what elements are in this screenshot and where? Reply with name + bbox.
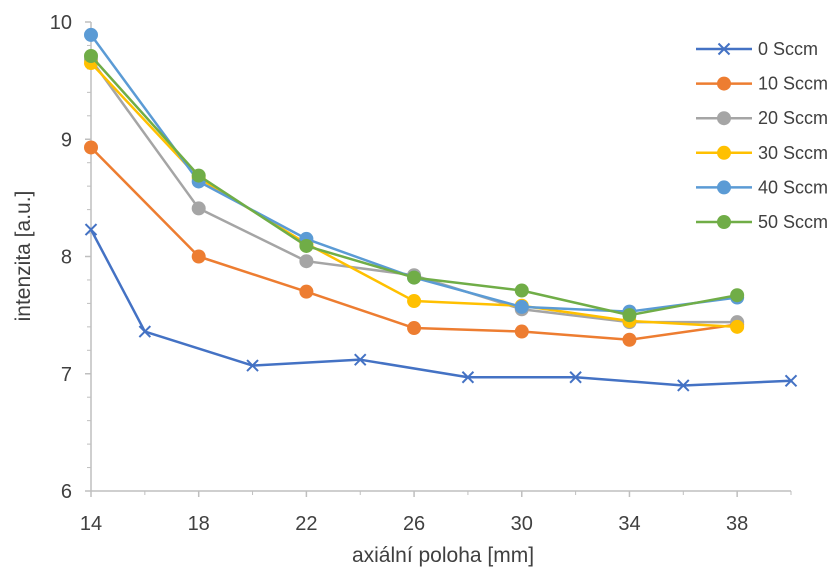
data-point: [84, 49, 98, 64]
data-point: [461, 371, 475, 384]
y-tick-label: 7: [61, 364, 72, 386]
legend-label: 20 Sccm: [758, 108, 828, 128]
legend-entry: 40 Sccm: [696, 177, 828, 197]
legend-label: 10 Sccm: [758, 74, 828, 94]
series-5: [84, 49, 745, 323]
legend-entry: 50 Sccm: [696, 212, 828, 232]
legend-marker: [717, 76, 731, 91]
legend-marker: [717, 111, 731, 126]
legend-marker: [717, 145, 731, 160]
data-point: [569, 371, 582, 384]
y-tick-label: 8: [61, 247, 72, 269]
legend-label: 0 Sccm: [758, 39, 818, 59]
legend-entry: 10 Sccm: [696, 74, 828, 94]
data-point: [622, 332, 637, 347]
data-point: [191, 168, 206, 183]
data-point: [299, 238, 314, 253]
data-point: [138, 325, 152, 338]
data-point: [299, 284, 314, 299]
legend-label: 30 Sccm: [758, 143, 828, 163]
y-tick-label: 9: [61, 129, 72, 151]
series-2: [84, 52, 745, 330]
data-point: [84, 140, 98, 155]
x-axis-title: axiální poloha [mm]: [352, 544, 534, 567]
data-point: [84, 223, 98, 236]
data-point: [407, 270, 422, 285]
data-point: [407, 321, 422, 336]
x-tick-label: 18: [188, 513, 210, 535]
legend-entry: 20 Sccm: [696, 108, 828, 128]
data-point: [246, 359, 259, 372]
data-point: [84, 27, 98, 42]
data-point: [730, 288, 745, 303]
series-3: [84, 56, 745, 334]
series-layer: [84, 27, 798, 392]
axis-ticks: 6 7 8 9 10 14 18 22 26 30 34 38: [50, 12, 792, 535]
legend-marker: [717, 42, 731, 56]
legend: 0 Sccm 10 Sccm 20 Sccm 30 Sccm 40 Sccm 50 Scc…: [696, 39, 828, 232]
legend-marker: [717, 180, 731, 195]
x-tick-label: 26: [403, 513, 425, 535]
data-point: [514, 283, 529, 298]
data-point: [191, 249, 206, 264]
x-tick-label: 38: [726, 513, 748, 535]
data-point: [407, 294, 422, 309]
x-tick-label: 30: [511, 513, 533, 535]
y-tick-label: 10: [50, 12, 72, 34]
x-tick-label: 22: [295, 513, 317, 535]
data-point: [514, 299, 529, 314]
series-line: [89, 228, 792, 387]
legend-label: 40 Sccm: [758, 177, 828, 197]
series-1: [84, 140, 745, 347]
legend-entry: 30 Sccm: [696, 143, 828, 163]
data-point: [622, 308, 637, 323]
data-point: [677, 379, 690, 392]
x-tick-label: 34: [618, 513, 640, 535]
data-point: [191, 201, 206, 216]
legend-entry: 0 Sccm: [696, 39, 818, 59]
data-point: [730, 319, 745, 334]
x-tick-label: 14: [80, 513, 102, 535]
data-point: [784, 374, 798, 387]
y-axis-title: intenzita [a.u.]: [12, 191, 35, 322]
series-0: [84, 223, 798, 392]
data-point: [299, 254, 314, 269]
legend-marker: [717, 215, 731, 229]
data-point: [514, 324, 529, 339]
legend-label: 50 Sccm: [758, 212, 828, 232]
y-tick-label: 6: [61, 481, 72, 503]
data-point: [354, 353, 367, 366]
